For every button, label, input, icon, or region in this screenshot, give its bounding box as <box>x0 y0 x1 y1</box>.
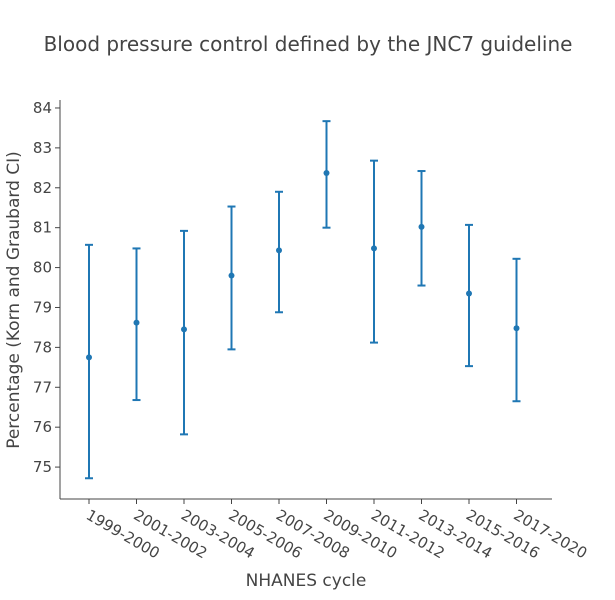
y-tick-label: 75 <box>33 458 52 476</box>
data-point <box>86 354 92 361</box>
data-points <box>86 170 520 361</box>
data-point <box>418 223 425 230</box>
y-tick-label: 78 <box>33 338 52 356</box>
data-point <box>228 272 235 279</box>
data-point <box>181 326 187 333</box>
error-bar <box>85 243 93 480</box>
y-tick-label: 77 <box>33 378 52 396</box>
error-bar <box>370 159 378 344</box>
y-axis-title: Percentage (Korn and Graubard CI) <box>4 151 24 449</box>
y-tick-label: 79 <box>33 298 52 316</box>
data-point <box>276 247 282 254</box>
data-point <box>371 245 377 252</box>
y-tick-label: 82 <box>33 179 52 197</box>
y-tick-label: 76 <box>33 418 52 436</box>
y-tick-label: 80 <box>33 259 52 277</box>
y-ticks: 75 76 77 78 79 80 81 82 83 84 <box>33 99 60 476</box>
x-ticks: 1999-20002001-20022003-20042005-20062007… <box>83 499 590 562</box>
data-point <box>133 319 140 326</box>
data-point <box>513 325 520 332</box>
data-point <box>466 290 472 297</box>
chart-title: Blood pressure control defined by the JN… <box>44 32 573 56</box>
error-bar <box>180 229 188 436</box>
y-tick-label: 84 <box>33 99 52 117</box>
x-axis-title: NHANES cycle <box>246 571 367 591</box>
y-tick-label: 81 <box>33 219 52 237</box>
data-point <box>323 170 330 177</box>
y-tick-label: 83 <box>33 139 52 157</box>
error-bars <box>85 120 521 480</box>
